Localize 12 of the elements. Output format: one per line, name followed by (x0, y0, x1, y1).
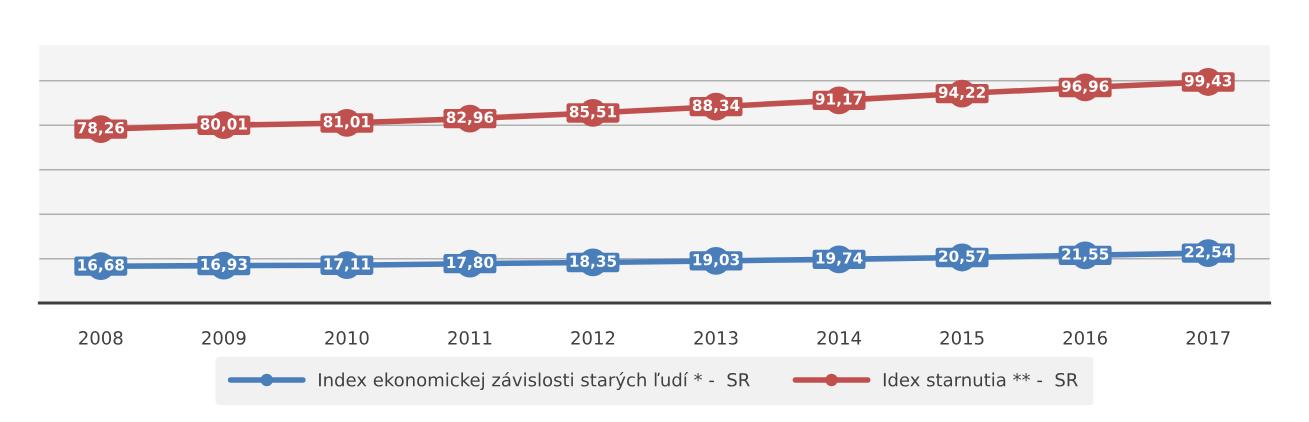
x-tick-label: 2010 (325, 331, 369, 345)
x-tick-label: 2011 (448, 331, 492, 345)
x-tick-label: 2015 (940, 331, 984, 345)
x-tick-label: 2012 (571, 331, 615, 345)
legend-label: Idex starnutia ** - SR (883, 372, 1078, 387)
x-tick-label: 2008 (79, 331, 123, 345)
x-tick-label: 2014 (817, 331, 862, 345)
x-tick-label: 2013 (694, 331, 738, 345)
legend-label: Index ekonomickej závislosti starých ľudí * - SR (319, 371, 750, 391)
x-tick-label: 2017 (1186, 331, 1230, 345)
x-tick-label: 2016 (1063, 331, 1107, 345)
x-tick-label: 2009 (202, 331, 246, 345)
